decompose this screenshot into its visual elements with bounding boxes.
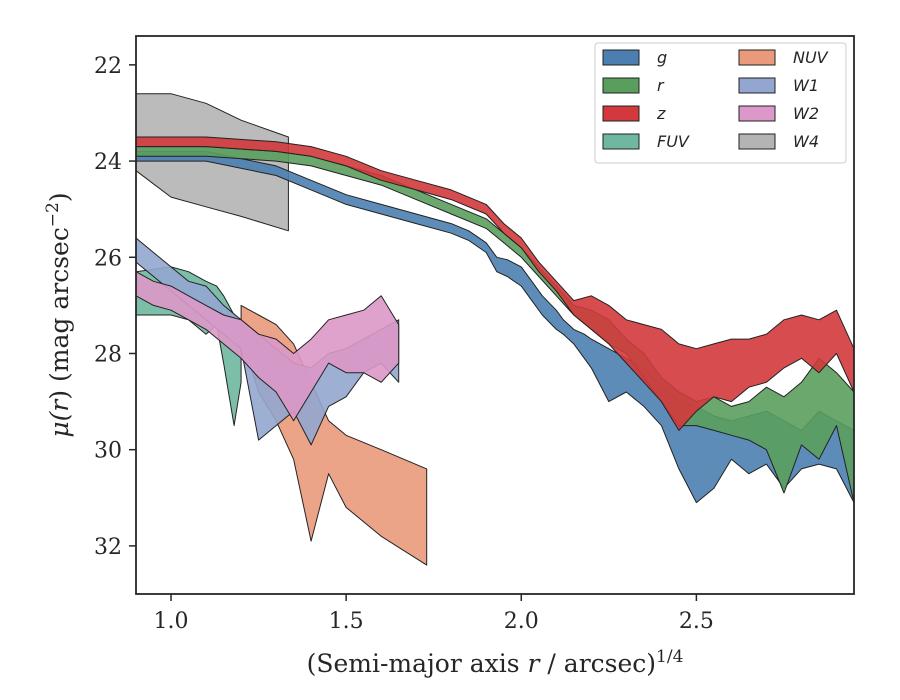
y-tick-label: 24	[94, 150, 122, 175]
y-tick-label: 26	[94, 246, 122, 271]
legend-swatch-w4	[738, 133, 776, 150]
band-z	[136, 136, 854, 431]
legend-label-z: z	[656, 104, 666, 123]
plot-frame	[135, 35, 855, 595]
legend-swatch-nuv	[738, 49, 776, 66]
legend-swatch-w2	[738, 105, 776, 122]
x-tick-label: 2.0	[504, 609, 539, 634]
legend-label-w4: W4	[793, 132, 819, 151]
legend-label-r: r	[657, 76, 665, 95]
x-axis: 1.0 1.5 2.0 2.5	[154, 594, 714, 634]
y-axis-label: μ(r) (mag arcsec−2)	[43, 192, 74, 437]
legend-swatch-z	[602, 105, 640, 122]
legend-swatch-g	[602, 49, 640, 66]
legend-label-fuv: FUV	[657, 132, 690, 151]
y-axis: 22 24 26 28 30 32	[94, 54, 136, 560]
y-tick-label: 30	[94, 439, 122, 464]
legend-label-w1: W1	[793, 76, 819, 95]
legend: grz FUV NUV W1 W2 W4	[594, 42, 847, 164]
legend-swatch-r	[602, 77, 640, 94]
legend-box	[594, 42, 847, 164]
legend-label-w2: W2	[793, 104, 819, 123]
legend-label-nuv: NUV	[793, 48, 829, 67]
legend-swatch-fuv	[602, 133, 640, 150]
legend-label-g: g	[657, 48, 667, 67]
y-tick-label: 22	[94, 54, 122, 79]
x-tick-label: 2.5	[679, 609, 714, 634]
band-layer	[136, 93, 854, 566]
x-tick-label: 1.0	[154, 609, 189, 634]
y-tick-label: 32	[94, 535, 122, 560]
x-tick-label: 1.5	[329, 609, 364, 634]
x-axis-label: (Semi-major axis r / arcsec)1/4	[307, 647, 684, 678]
band-w2	[136, 271, 400, 422]
legend-swatch-w1	[738, 77, 776, 94]
y-tick-label: 28	[94, 342, 122, 367]
